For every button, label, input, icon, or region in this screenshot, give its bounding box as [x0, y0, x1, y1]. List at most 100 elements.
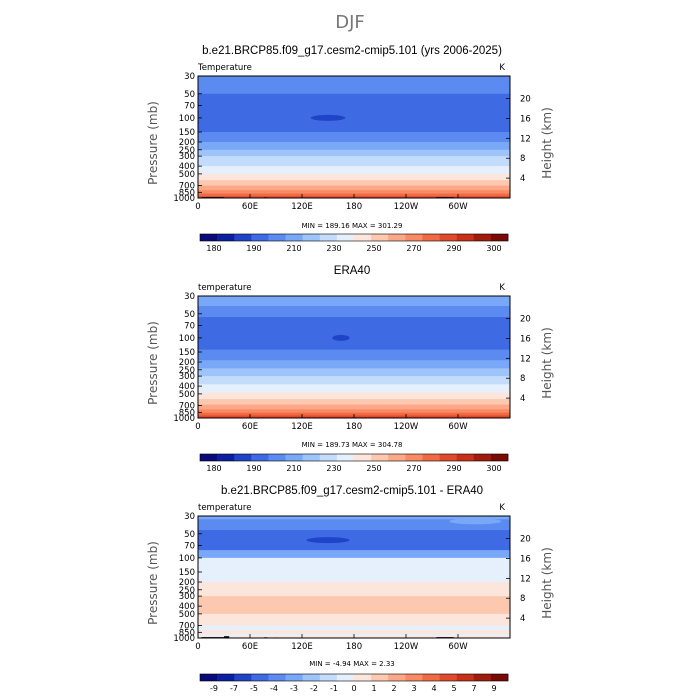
colorbar-swatch [251, 454, 269, 461]
colorbar-label: -1 [330, 684, 338, 693]
contour-band [198, 142, 510, 151]
colorbar-swatch [388, 674, 406, 681]
colorbar-label: 2 [391, 684, 396, 693]
colorbar-swatch [405, 234, 423, 241]
y2-tick-label: 16 [520, 554, 531, 564]
colorbar-swatch [422, 454, 440, 461]
colorbar-swatch [234, 234, 252, 241]
contour-band [198, 190, 510, 195]
y-tick-label: 200 [179, 138, 195, 148]
y-tick-label: 850 [179, 408, 195, 418]
colorbar-label: -4 [270, 684, 278, 693]
y-tick-label: 100 [179, 554, 195, 564]
colorbar-swatch [302, 454, 321, 461]
contour-feature [332, 334, 350, 341]
y2-tick-label: 20 [520, 315, 531, 325]
contour-band [198, 596, 510, 615]
colorbar-label: 230 [326, 244, 341, 253]
variable-label: temperature [198, 283, 251, 293]
x-tick-label: 120W [394, 202, 419, 212]
colorbar-swatch [439, 234, 457, 241]
contour-feature [388, 598, 433, 605]
colorbar-label: 4 [431, 684, 436, 693]
contour-band [198, 530, 510, 551]
y-tick-label: 30 [184, 72, 195, 82]
colorbar-label: 230 [326, 464, 341, 473]
colorbar-swatch [234, 454, 252, 461]
colorbar-swatch [354, 234, 372, 241]
panel-title: ERA40 [334, 265, 370, 277]
colorbar-swatch [336, 674, 355, 681]
colorbar-swatch [200, 454, 218, 461]
x-tick-label: 60E [242, 202, 258, 212]
y-tick-label: 500 [179, 610, 195, 620]
contour-feature [449, 518, 502, 525]
contour-band [198, 131, 510, 143]
y-tick-label: 100 [179, 114, 195, 124]
panel-3: b.e21.BRCP85.f09_g17.cesm2-cmip5.101 - E… [146, 485, 554, 693]
x-tick-label: 180 [346, 642, 362, 652]
x-tick-label: 120W [394, 422, 419, 432]
colorbar-swatch [302, 234, 321, 241]
y-tick-label: 30 [184, 292, 195, 302]
contour-band [198, 185, 510, 191]
colorbar-swatch [354, 674, 372, 681]
colorbar-swatch [285, 234, 303, 241]
colorbar-label: -3 [290, 684, 298, 693]
x-tick-label: 0 [195, 202, 200, 212]
y-tick-label: 700 [179, 182, 195, 192]
y2-axis-label: Height (km) [540, 327, 554, 398]
y-tick-label: 50 [184, 90, 195, 100]
colorbar-swatch [456, 674, 475, 681]
y2-tick-label: 4 [520, 174, 525, 184]
x-tick-label: 180 [346, 202, 362, 212]
contour-band [198, 296, 510, 307]
colorbar-swatch [456, 454, 475, 461]
colorbar-swatch [319, 454, 338, 461]
y-tick-label: 400 [179, 602, 195, 612]
y-tick-label: 150 [179, 348, 195, 358]
x-tick-label: 0 [195, 422, 200, 432]
panel-1: b.e21.BRCP85.f09_g17.cesm2-cmip5.101 (yr… [146, 45, 554, 253]
colorbar-label: 210 [286, 464, 301, 473]
colorbar-swatch [200, 674, 218, 681]
y-axis-label: Pressure (mb) [146, 321, 160, 405]
y-tick-label: 50 [184, 530, 195, 540]
x-tick-label: 60W [448, 422, 468, 432]
colorbar-label: 1 [371, 684, 376, 693]
y-tick-label: 1000 [173, 414, 195, 424]
colorbar-label: 190 [246, 464, 261, 473]
colorbar-swatch [456, 234, 475, 241]
colorbar-label: 250 [366, 244, 381, 253]
y-tick-label: 850 [179, 188, 195, 198]
units-label: K [499, 283, 505, 293]
colorbar-swatch [268, 454, 286, 461]
min-max-text: MIN = -4.94 MAX = 2.33 [309, 660, 395, 668]
colorbar-swatch [234, 674, 252, 681]
y2-tick-label: 16 [520, 114, 531, 124]
y-tick-label: 150 [179, 568, 195, 578]
contour-band [198, 306, 510, 318]
colorbar-frame [199, 453, 509, 462]
y-tick-label: 1000 [173, 634, 195, 644]
y-tick-label: 200 [179, 578, 195, 588]
y-tick-label: 250 [179, 146, 195, 156]
colorbar-swatch [319, 674, 338, 681]
contour-band [198, 404, 510, 410]
contour-band [198, 166, 510, 175]
colorbar-label: 300 [486, 464, 501, 473]
y-tick-label: 700 [179, 622, 195, 632]
colorbar-swatch [217, 674, 235, 681]
contour-band [198, 392, 510, 400]
contour-feature [310, 114, 346, 121]
colorbar-swatch [473, 674, 492, 681]
colorbar-label: 180 [206, 244, 221, 253]
units-label: K [499, 63, 505, 73]
panel-title: b.e21.BRCP85.f09_g17.cesm2-cmip5.101 (yr… [202, 45, 502, 57]
colorbar-swatch [473, 454, 492, 461]
x-tick-label: 180 [346, 422, 362, 432]
y2-tick-label: 12 [520, 354, 531, 364]
